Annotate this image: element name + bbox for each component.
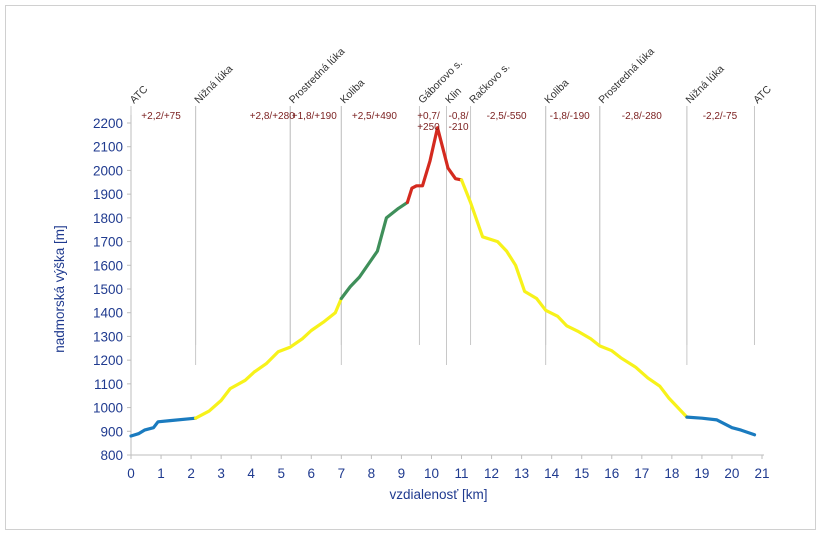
x-tick-label: 18 [664,466,679,481]
x-tick-label: 3 [217,466,225,481]
y-tick-label: 900 [100,424,123,439]
x-tick-label: 16 [604,466,619,481]
elevation-segment-line [459,178,689,419]
segment-label: +250 [417,122,440,133]
y-tick-label: 2000 [93,163,123,178]
y-tick-label: 1500 [93,282,123,297]
segment-label: -1,8/-190 [550,111,590,122]
x-tick-label: 20 [724,466,739,481]
elevation-segment-line [405,126,464,204]
y-axis-label: nadmorská výška [m] [52,225,67,353]
x-tick-label: 15 [574,466,589,481]
segment-label: +2,5/+490 [352,111,397,122]
y-tick-label: 1300 [93,329,123,344]
x-tick-label: 4 [247,466,255,481]
elevation-segment-line [194,296,343,420]
segment-label: -2,5/-550 [487,111,527,122]
segment-label: +2,2/+75 [141,111,181,122]
segment-label: +1,8/+190 [292,111,337,122]
x-tick-label: 0 [127,466,135,481]
x-axis-label: vzdialenosť [km] [389,487,487,502]
elevation-segment-line [129,416,198,438]
x-tick-label: 2 [187,466,195,481]
x-tick-label: 7 [338,466,346,481]
y-tick-label: 1100 [94,377,123,392]
y-tick-label: 800 [100,448,123,463]
y-tick-label: 1200 [93,353,123,368]
place-label: Klin [443,85,464,106]
place-label: ATC [128,83,151,106]
x-tick-label: 1 [157,466,165,481]
x-tick-label: 5 [277,466,285,481]
segment-label: +2,8/+280 [250,111,295,122]
x-tick-label: 9 [398,466,406,481]
x-tick-label: 8 [368,466,376,481]
elevation-segment-line [685,415,757,437]
y-tick-label: 1800 [93,211,123,226]
x-tick-label: 11 [455,466,469,481]
x-tick-label: 21 [754,466,769,481]
x-tick-label: 14 [544,466,560,481]
elevation-series [129,126,757,438]
segment-label: -0,8/ [449,111,469,122]
elevation-segment-line [339,200,409,301]
segment-label: +0,7/ [417,111,440,122]
place-dividers [130,106,755,365]
segment-label: -2,8/-280 [622,111,662,122]
place-label: Račkovo s. [467,61,512,106]
x-axis: 0 1 2 3 4 5 6 7 8 9 10 11 12 13 14 15 16 17 18 19 20 21 [127,454,770,481]
x-tick-label: 6 [308,466,316,481]
x-tick-label: 13 [514,466,529,481]
x-tick-label: 12 [484,466,499,481]
place-label: Prostredná lúka [596,46,657,107]
y-tick-label: 2200 [93,116,123,131]
y-tick-label: 1400 [93,306,123,321]
segment-label: -2,2/-75 [703,111,738,122]
place-label: Koliba [542,77,571,106]
chart-frame [5,5,816,530]
segment-labels: +2,2/+75 +2,8/+280+1,8/+190 +2,5/+490 +0,7/… [141,111,737,133]
y-tick-label: 1900 [93,187,123,202]
segment-label: -210 [449,122,469,133]
y-tick-label: 1000 [93,401,123,416]
y-tick-label: 1700 [93,235,123,250]
x-tick-label: 19 [694,466,709,481]
place-label: Nižná lúka [192,63,235,106]
y-axis: 800 900 1000 1100 1200 1300 1400 1500 1600 1700 18… [93,115,132,463]
y-tick-label: 1600 [93,258,123,273]
place-label: Koliba [338,77,367,106]
x-tick-label: 10 [424,466,439,481]
place-label: ATC [751,83,774,106]
y-tick-label: 2100 [93,140,123,155]
place-label: Nižná lúka [684,63,727,106]
x-tick-label: 17 [634,466,649,481]
